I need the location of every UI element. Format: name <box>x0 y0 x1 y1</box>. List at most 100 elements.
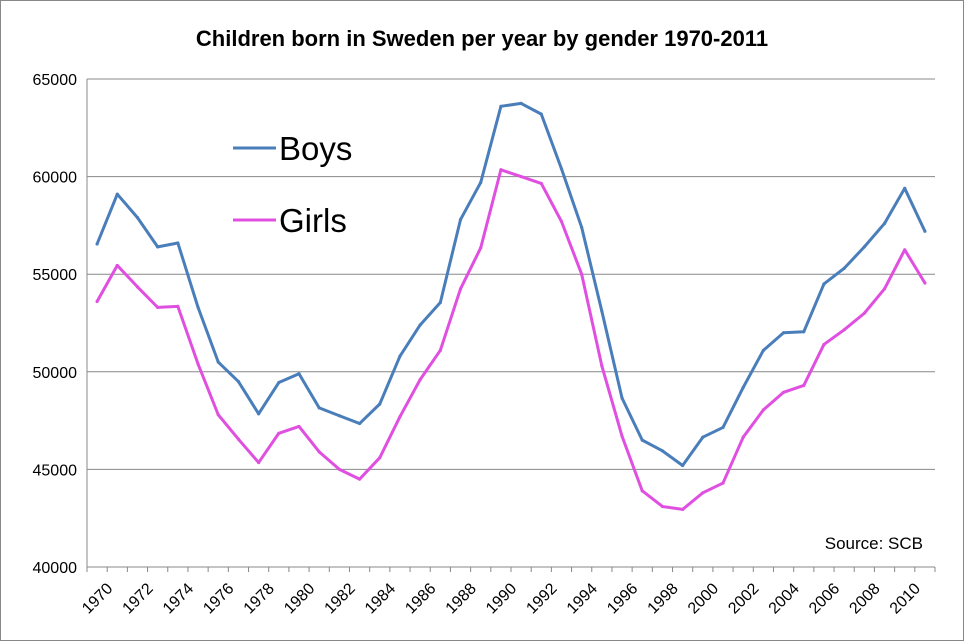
x-tick-1970: 1970 <box>79 580 116 617</box>
data-point-boys <box>156 245 160 249</box>
data-point-girls <box>741 435 745 439</box>
data-point-girls <box>115 263 119 268</box>
data-point-boys <box>903 186 907 190</box>
data-point-girls <box>580 272 584 276</box>
x-tick-1988: 1988 <box>443 580 480 617</box>
x-tick-1998: 1998 <box>645 580 682 617</box>
data-point-girls <box>337 467 341 471</box>
axes <box>86 79 936 572</box>
data-point-boys <box>257 412 261 416</box>
data-point-boys <box>660 449 665 453</box>
x-tick-1994: 1994 <box>564 580 601 617</box>
legend-girls-label: Girls <box>279 202 347 239</box>
data-point-girls <box>802 383 806 388</box>
data-point-boys <box>620 396 624 400</box>
y-tick-45000: 45000 <box>33 462 78 479</box>
data-point-boys <box>862 245 866 249</box>
x-tick-1982: 1982 <box>322 580 359 617</box>
data-point-girls <box>660 504 665 509</box>
data-point-girls <box>176 304 180 309</box>
x-tick-1996: 1996 <box>604 580 641 617</box>
data-point-boys <box>802 330 806 334</box>
x-tick-1980: 1980 <box>281 580 318 617</box>
data-point-girls <box>479 246 483 250</box>
x-tick-2002: 2002 <box>725 580 762 617</box>
data-point-boys <box>559 167 564 171</box>
x-tick-1986: 1986 <box>402 580 439 617</box>
data-point-girls <box>458 287 463 291</box>
data-point-boys <box>378 402 382 406</box>
y-tick-40000: 40000 <box>33 560 78 577</box>
data-point-girls <box>539 181 543 186</box>
data-point-boys <box>95 242 99 246</box>
x-tick-2006: 2006 <box>806 580 843 617</box>
data-point-boys <box>781 331 786 335</box>
data-point-boys <box>458 217 463 222</box>
data-point-boys <box>600 309 604 313</box>
data-point-boys <box>357 421 362 426</box>
data-point-boys <box>196 305 200 309</box>
x-tick-2008: 2008 <box>846 580 883 617</box>
data-point-boys <box>236 379 241 384</box>
y-tick-60000: 60000 <box>33 170 78 187</box>
data-point-boys <box>539 112 543 116</box>
data-point-girls <box>135 285 140 289</box>
x-tick-2010: 2010 <box>887 580 924 617</box>
data-point-boys <box>216 360 220 364</box>
x-tick-1972: 1972 <box>120 580 157 617</box>
data-point-girls <box>923 281 927 285</box>
data-point-girls <box>620 434 624 438</box>
data-point-boys <box>135 215 140 220</box>
x-tick-2000: 2000 <box>685 580 722 617</box>
data-point-girls <box>781 390 786 394</box>
data-point-boys <box>822 282 826 286</box>
data-point-girls <box>357 477 362 481</box>
x-tick-1974: 1974 <box>160 580 197 617</box>
data-point-boys <box>317 406 321 410</box>
source-annotation: Source: SCB <box>825 534 923 553</box>
data-point-girls <box>559 219 564 224</box>
data-point-boys <box>882 221 887 226</box>
data-point-girls <box>499 168 503 172</box>
data-point-girls <box>862 311 866 315</box>
data-point-girls <box>842 328 846 332</box>
data-point-girls <box>681 507 685 512</box>
x-tick-1984: 1984 <box>362 580 399 617</box>
data-point-boys <box>297 372 301 376</box>
data-point-girls <box>156 305 160 309</box>
data-point-girls <box>277 431 281 435</box>
data-point-boys <box>580 225 584 229</box>
data-point-boys <box>115 192 119 196</box>
x-tick-1976: 1976 <box>200 580 237 617</box>
x-tick-1992: 1992 <box>523 580 560 617</box>
y-tick-55000: 55000 <box>33 267 78 284</box>
data-point-boys <box>923 229 927 233</box>
data-point-girls <box>95 299 99 304</box>
data-point-boys <box>398 354 402 358</box>
data-point-boys <box>277 380 281 385</box>
data-point-boys <box>418 323 422 327</box>
gridlines <box>87 78 935 470</box>
data-point-boys <box>681 463 685 468</box>
data-point-boys <box>741 385 745 390</box>
data-point-girls <box>297 424 301 429</box>
y-tick-50000: 50000 <box>33 365 78 382</box>
data-point-girls <box>378 456 382 460</box>
data-point-girls <box>701 491 705 495</box>
data-point-boys <box>438 300 442 305</box>
data-point-girls <box>761 408 765 412</box>
x-tick-1978: 1978 <box>241 580 278 617</box>
series-line-girls <box>95 168 927 511</box>
x-tick-2004: 2004 <box>766 580 803 617</box>
data-point-girls <box>398 415 402 419</box>
data-point-boys <box>499 104 503 108</box>
data-point-girls <box>519 175 523 179</box>
data-point-girls <box>418 378 422 382</box>
data-point-boys <box>640 438 644 442</box>
data-point-boys <box>842 266 846 270</box>
data-point-boys <box>761 348 765 352</box>
chart-title: Children born in Sweden per year by gend… <box>196 26 768 51</box>
data-point-girls <box>903 248 907 252</box>
data-point-girls <box>882 287 887 291</box>
